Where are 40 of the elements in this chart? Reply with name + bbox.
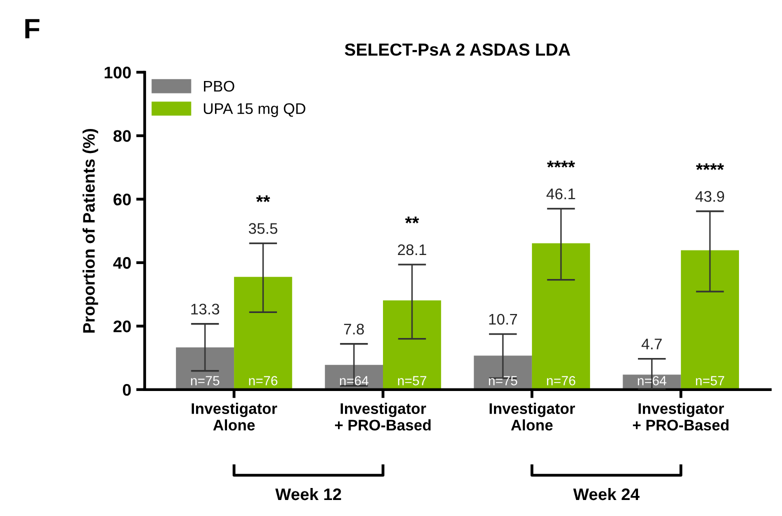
x-tick-label: Investigator Alone	[490, 402, 576, 431]
x-tick-label: Investigator + PRO-Based	[335, 402, 431, 431]
annotation: ****	[696, 163, 724, 170]
annotation: n=57	[696, 376, 724, 386]
legend-label: UPA 15 mg QD	[204, 103, 306, 118]
annotation: ****	[546, 160, 576, 168]
y-tick-label: 80	[113, 130, 131, 142]
bar	[532, 243, 590, 390]
x-tick-label: Investigator + PRO-Based	[632, 402, 728, 431]
text: Week 24	[573, 488, 640, 500]
text: F	[25, 19, 40, 38]
y-tick-label: 60	[114, 194, 131, 206]
y-tick-label: 20	[114, 320, 131, 332]
annotation: n=57	[398, 376, 426, 386]
chart-title: SELECT-PsA 2 ASDAS LDA	[344, 43, 570, 56]
annotation: **	[256, 195, 270, 202]
x-tick-label: Investigator Alone	[192, 402, 278, 431]
bar	[680, 250, 739, 390]
data-label: 35.5	[248, 223, 278, 234]
y-tick-label: 40	[113, 257, 131, 269]
data-label: 28.1	[398, 244, 426, 256]
data-label: 10.7	[489, 314, 517, 325]
data-label: 4.7	[642, 338, 662, 350]
bar	[234, 276, 292, 390]
bar	[176, 347, 234, 390]
data-label: 7.8	[344, 324, 364, 335]
data-label: 46.1	[546, 188, 576, 200]
data-label: 13.3	[191, 304, 220, 315]
y-tick-label: 0	[122, 384, 131, 396]
bar	[382, 300, 442, 390]
annotation: n=76	[547, 376, 576, 386]
data-label: 43.9	[695, 191, 724, 202]
y-tick-label: 100	[104, 66, 131, 78]
y-axis-title: Proportion of Patients (%)	[82, 128, 98, 333]
annotation: n=75	[191, 376, 220, 386]
bar	[474, 356, 532, 390]
annotation: n=76	[249, 376, 278, 386]
annotation: **	[405, 216, 420, 224]
text: Week 12	[275, 488, 342, 500]
legend-label: PBO	[204, 80, 234, 92]
